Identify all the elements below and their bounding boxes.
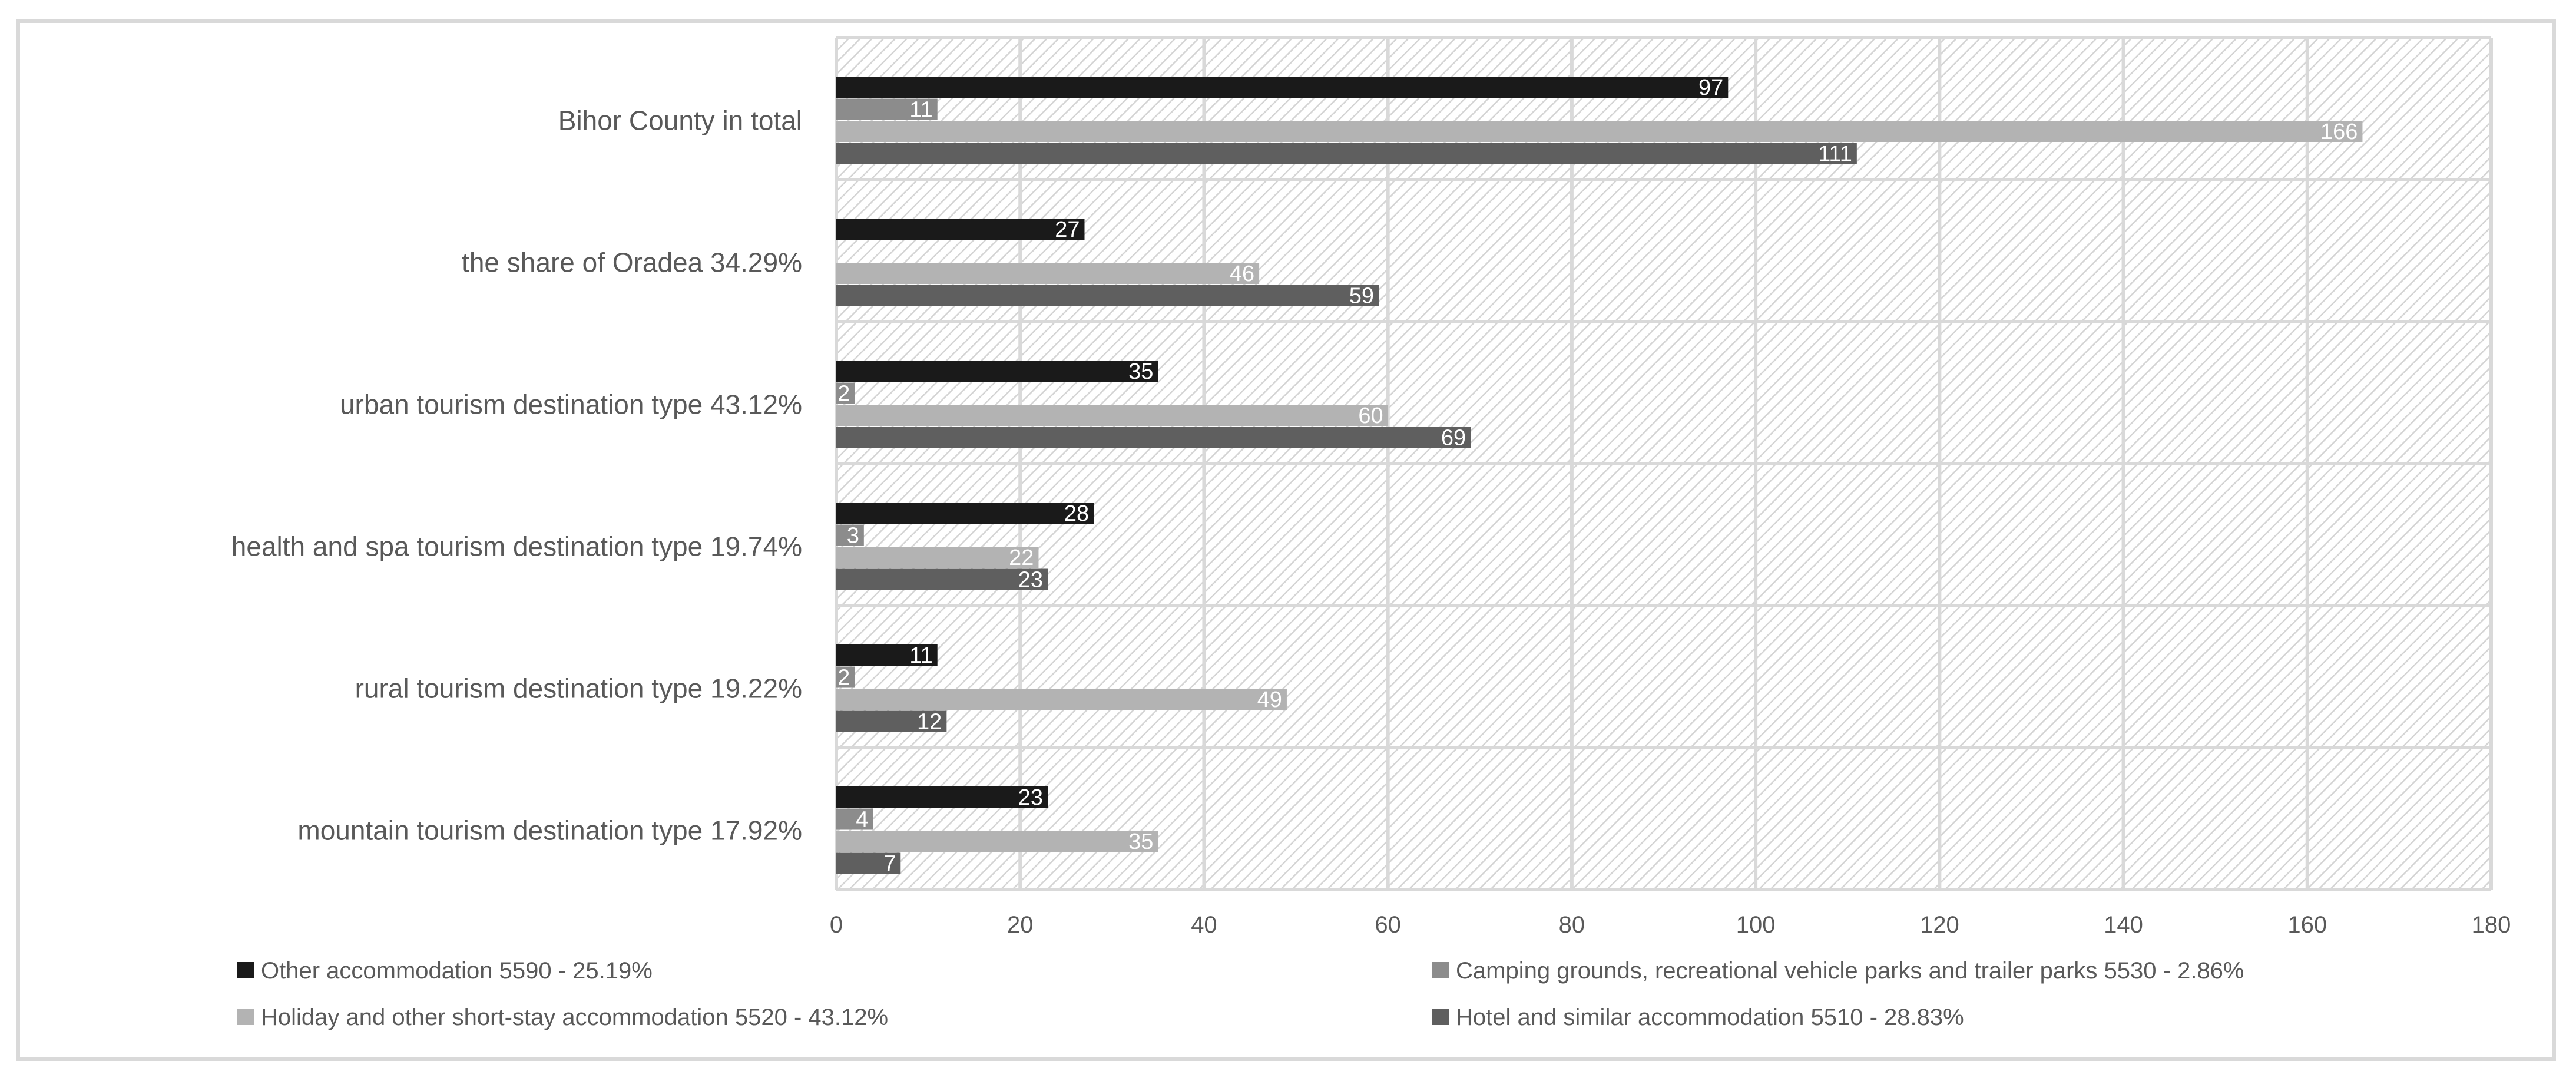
bar (836, 405, 1388, 426)
gridlines (835, 36, 2493, 891)
x-tick-label: 140 (2104, 912, 2143, 938)
bar (836, 98, 938, 120)
x-tick-label: 20 (1007, 912, 1034, 938)
chart-frame (16, 19, 2556, 1061)
bar (836, 503, 1094, 524)
data-label: 3 (847, 524, 859, 548)
bar (836, 547, 1039, 568)
data-label: 22 (1009, 546, 1034, 570)
data-label: 59 (1349, 284, 1374, 309)
bar (836, 382, 855, 404)
data-label: 27 (1055, 217, 1080, 242)
data-label: 69 (1441, 426, 1466, 451)
data-label: 35 (1128, 829, 1153, 854)
category-label: health and spa tourism destination type … (231, 531, 802, 561)
data-label: 28 (1064, 501, 1089, 526)
bar (836, 808, 873, 830)
data-label: 2 (837, 666, 850, 690)
data-label: 97 (1698, 75, 1723, 100)
bar (836, 219, 1085, 240)
bar (836, 852, 901, 874)
bar (836, 689, 1287, 710)
data-label: 23 (1018, 785, 1043, 810)
bar (836, 831, 1158, 852)
x-tick-label: 100 (1736, 912, 1776, 938)
legend-swatch (237, 962, 254, 978)
data-label: 166 (2320, 120, 2358, 144)
data-label: 60 (1358, 404, 1383, 428)
bar (836, 263, 1260, 284)
data-label: 4 (856, 808, 868, 832)
bar (836, 285, 1379, 306)
x-tick-label: 120 (1920, 912, 1959, 938)
data-label: 11 (909, 643, 932, 668)
bar (836, 361, 1158, 382)
data-label: 2 (837, 382, 850, 406)
x-tick-label: 0 (830, 912, 843, 938)
data-label: 11 (909, 98, 932, 123)
data-label: 35 (1128, 359, 1153, 384)
legend-swatch (237, 1009, 254, 1025)
bar (836, 666, 855, 688)
bar (836, 710, 947, 732)
data-label: 12 (917, 710, 942, 735)
legend-swatch (1432, 1009, 1449, 1025)
x-tick-label: 80 (1559, 912, 1585, 938)
category-label: Bihor County in total (558, 105, 802, 135)
data-label: 46 (1230, 262, 1254, 286)
data-label: 7 (883, 852, 896, 877)
category-label: rural tourism destination type 19.22% (355, 673, 802, 703)
legend-swatch (1432, 962, 1449, 978)
legend-label: Holiday and other short-stay accommodati… (261, 1004, 888, 1030)
x-tick-label: 60 (1375, 912, 1401, 938)
bar (836, 524, 864, 546)
x-tick-label: 40 (1191, 912, 1217, 938)
data-label: 49 (1257, 687, 1282, 712)
bar (836, 644, 938, 666)
category-label: urban tourism destination type 43.12% (340, 389, 802, 419)
bar (836, 568, 1048, 590)
data-label: 111 (1818, 142, 1852, 167)
bar (836, 427, 1471, 448)
x-axis-ticks: 0 20 40 60 80 100 120 140 160 180 (830, 912, 2511, 938)
bar (836, 77, 1729, 98)
category-label: the share of Oradea 34.29% (462, 247, 802, 277)
bar (836, 121, 2363, 142)
legend-label: Other accommodation 5590 - 25.19% (261, 958, 653, 984)
data-labels: 9711166111274659352606928322231124912234… (837, 75, 2358, 877)
category-label: mountain tourism destination type 17.92% (297, 815, 802, 845)
x-tick-label: 180 (2472, 912, 2511, 938)
category-labels: Bihor County in total the share of Oradea… (231, 105, 802, 845)
data-label: 23 (1018, 568, 1043, 593)
legend: Other accommodation 5590 - 25.19% Camping… (237, 958, 2244, 1030)
x-tick-label: 160 (2287, 912, 2327, 938)
legend-label: Hotel and similar accommodation 5510 - 2… (1456, 1004, 1964, 1030)
legend-label: Camping grounds, recreational vehicle pa… (1456, 958, 2244, 984)
bars (836, 77, 2363, 874)
bar (836, 143, 1857, 164)
bar (836, 786, 1048, 808)
